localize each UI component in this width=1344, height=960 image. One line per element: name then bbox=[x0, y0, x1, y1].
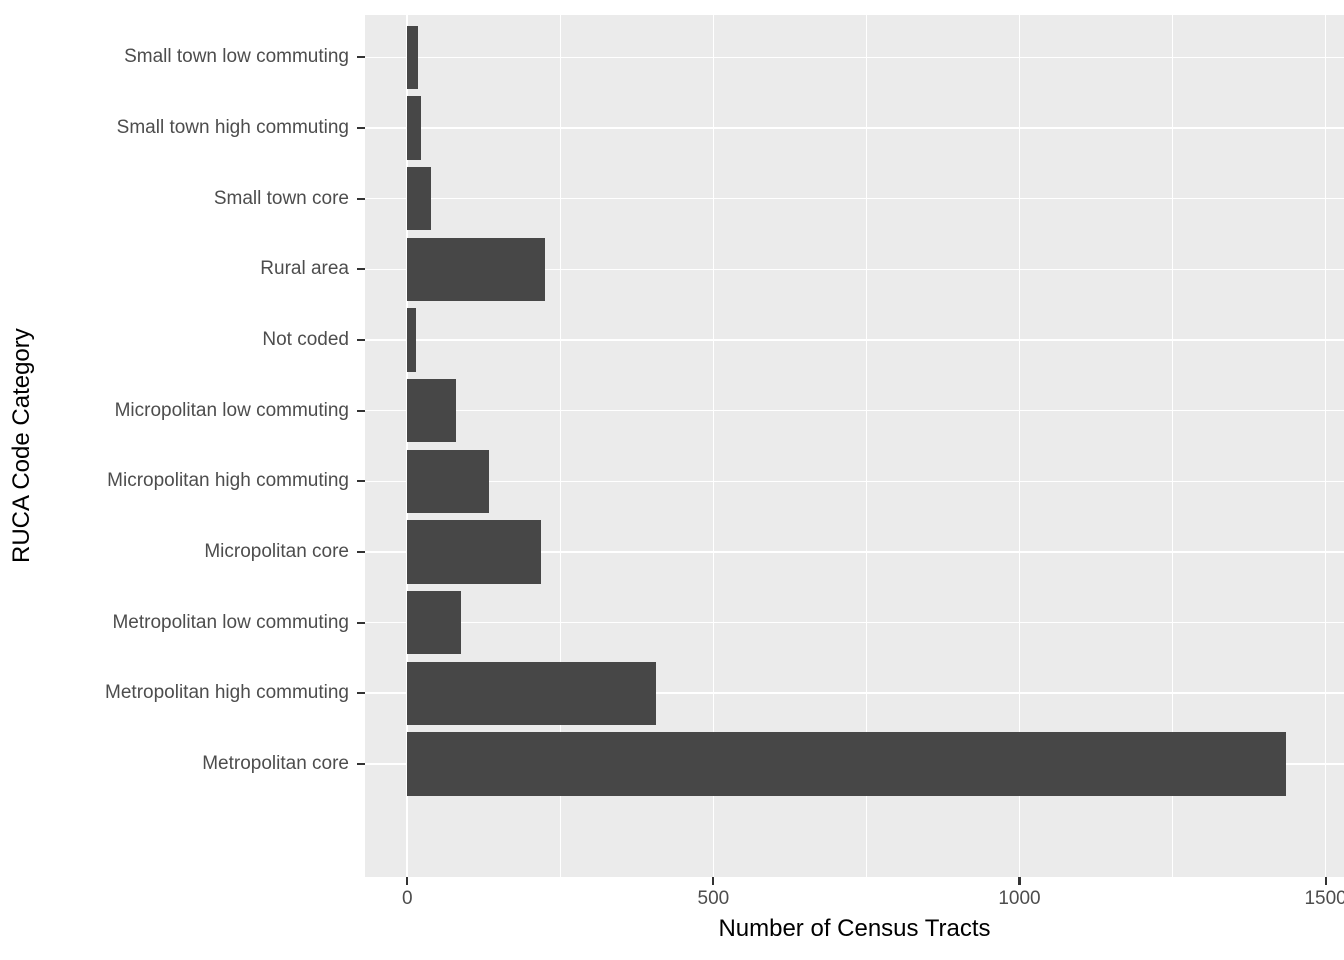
bar-not-coded bbox=[407, 308, 416, 372]
y-axis-tick-rural-area bbox=[357, 268, 365, 271]
bar-small-town-low-commuting bbox=[407, 25, 419, 90]
y-axis-title: RUCA Code Category bbox=[8, 328, 35, 564]
y-axis-tick-metropolitan-high-commuting bbox=[357, 692, 365, 695]
y-tick-label-small-town-core: Small town core bbox=[213, 187, 349, 209]
y-gridline-not-coded bbox=[365, 339, 1344, 341]
bar-small-town-high-commuting bbox=[407, 96, 422, 160]
y-axis-tick-not-coded bbox=[357, 338, 365, 342]
y-gridline-micropolitan-high-commuting bbox=[365, 480, 1344, 483]
bar-metropolitan-core bbox=[407, 732, 1286, 796]
x-gridline-major-500 bbox=[712, 15, 715, 877]
y-tick-label-micropolitan-core: Micropolitan core bbox=[204, 540, 349, 562]
y-gridline-micropolitan-core bbox=[365, 551, 1344, 553]
y-axis-tick-metropolitan-low-commuting bbox=[357, 621, 365, 624]
x-gridline-major-1000 bbox=[1018, 15, 1021, 877]
x-gridline-major-1500 bbox=[1324, 15, 1327, 877]
x-tick-label-1500: 1500 bbox=[1304, 888, 1344, 909]
bar-small-town-core bbox=[407, 166, 432, 231]
y-tick-label-small-town-low-commuting: Small town low commuting bbox=[124, 46, 349, 68]
y-gridline-small-town-low-commuting bbox=[365, 56, 1344, 59]
y-gridline-micropolitan-low-commuting bbox=[365, 409, 1344, 412]
y-tick-label-micropolitan-high-commuting: Micropolitan high commuting bbox=[107, 470, 349, 492]
y-axis-tick-micropolitan-low-commuting bbox=[357, 409, 365, 412]
x-gridline-minor-1250 bbox=[1172, 15, 1173, 877]
x-gridline-minor-750 bbox=[866, 15, 867, 877]
bar-micropolitan-core bbox=[407, 520, 542, 584]
x-axis-tick-1000 bbox=[1018, 877, 1021, 885]
bar-micropolitan-high-commuting bbox=[407, 449, 489, 514]
y-axis-tick-small-town-core bbox=[357, 197, 365, 200]
y-gridline-rural-area bbox=[365, 268, 1344, 271]
x-axis-tick-1500 bbox=[1324, 877, 1327, 885]
y-gridline-small-town-high-commuting bbox=[365, 127, 1344, 129]
x-tick-label-500: 500 bbox=[697, 888, 730, 909]
y-axis-tick-small-town-high-commuting bbox=[357, 126, 365, 130]
x-gridline-minor-250 bbox=[559, 15, 561, 877]
x-axis-tick-0 bbox=[406, 877, 409, 885]
y-axis-tick-metropolitan-core bbox=[357, 762, 365, 766]
y-tick-label-small-town-high-commuting: Small town high commuting bbox=[116, 117, 349, 139]
y-tick-label-metropolitan-low-commuting: Metropolitan low commuting bbox=[112, 611, 349, 633]
y-tick-label-metropolitan-core: Metropolitan core bbox=[202, 752, 349, 774]
bar-rural-area bbox=[407, 237, 545, 302]
x-tick-label-1000: 1000 bbox=[998, 888, 1041, 909]
y-tick-label-rural-area: Rural area bbox=[260, 258, 349, 280]
y-axis-tick-micropolitan-high-commuting bbox=[357, 480, 365, 483]
bar-micropolitan-low-commuting bbox=[407, 378, 457, 443]
x-tick-label-0: 0 bbox=[401, 888, 413, 909]
y-axis-tick-small-town-low-commuting bbox=[357, 56, 365, 59]
y-tick-label-not-coded: Not coded bbox=[262, 329, 349, 351]
bar-metropolitan-low-commuting bbox=[407, 590, 462, 655]
y-gridline-metropolitan-high-commuting bbox=[365, 692, 1344, 695]
y-tick-label-micropolitan-low-commuting: Micropolitan low commuting bbox=[114, 399, 349, 421]
bar-metropolitan-high-commuting bbox=[407, 661, 657, 726]
y-gridline-small-town-core bbox=[365, 197, 1344, 200]
x-axis-tick-500 bbox=[712, 877, 715, 885]
x-axis-title: Number of Census Tracts bbox=[718, 915, 991, 942]
y-tick-label-metropolitan-high-commuting: Metropolitan high commuting bbox=[105, 682, 349, 704]
x-gridline-major-0 bbox=[406, 15, 409, 877]
y-gridline-metropolitan-low-commuting bbox=[365, 621, 1344, 624]
y-axis-tick-micropolitan-core bbox=[357, 550, 365, 554]
